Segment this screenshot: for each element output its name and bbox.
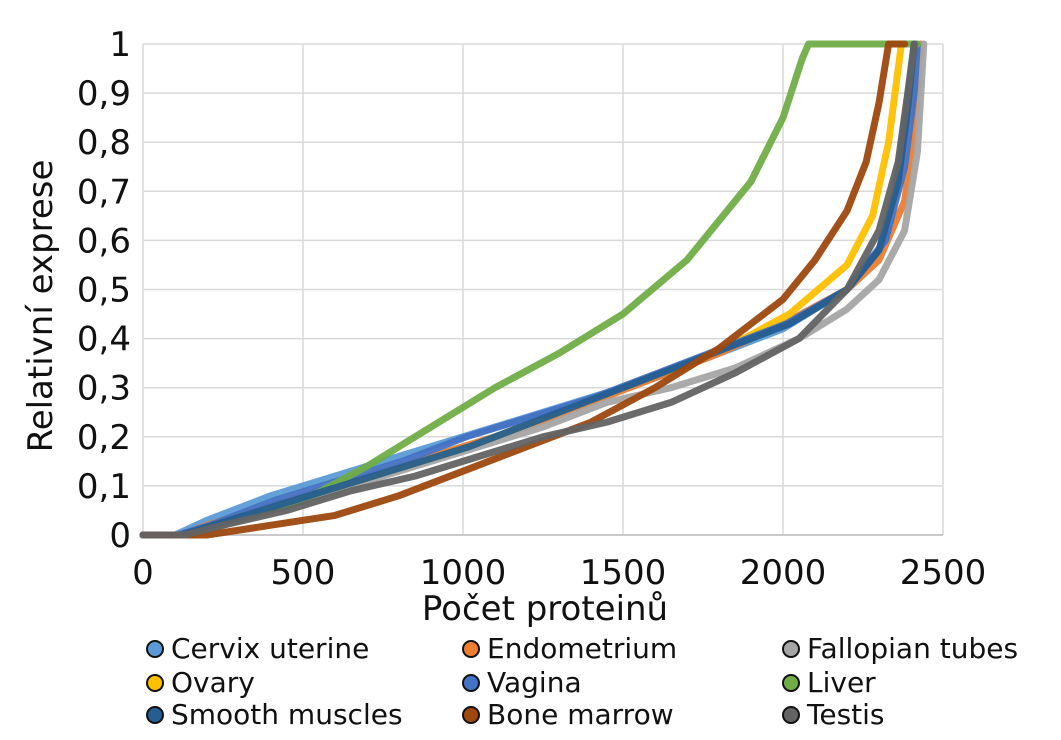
- y-tick-label: 0,1: [77, 467, 131, 507]
- y-tick-labels: 0 0,1 0,2 0,3 0,4 0,5 0,6 0,7 0,8 0,9 1: [77, 25, 131, 556]
- legend-marker-vagina: [462, 674, 480, 692]
- legend-label-fallopian-tubes: Fallopian tubes: [807, 632, 1018, 665]
- legend-label-endometrium: Endometrium: [487, 632, 677, 665]
- legend-marker-fallopian-tubes: [782, 640, 800, 658]
- y-tick-label: 0,5: [77, 271, 131, 311]
- y-tick-label: 0,9: [77, 74, 131, 114]
- legend: Cervix uterine Endometrium Fallopian tubes…: [146, 632, 1018, 731]
- x-tick-label: 2000: [740, 553, 827, 593]
- x-tick-labels: 0 500 1000 1500 2000 2500: [132, 553, 986, 593]
- legend-label-liver: Liver: [807, 666, 876, 699]
- x-tick-label: 2500: [900, 553, 987, 593]
- y-tick-label: 0,8: [77, 123, 131, 163]
- series-line-testis: [139, 40, 918, 539]
- legend-label-cervix-uterine: Cervix uterine: [171, 632, 369, 665]
- x-tick-label: 0: [132, 553, 154, 593]
- y-tick-label: 0,7: [77, 172, 131, 212]
- y-axis-title: Relativní exprese: [21, 160, 61, 453]
- y-tick-label: 0,4: [77, 320, 131, 360]
- legend-label-bone-marrow: Bone marrow: [487, 698, 674, 731]
- legend-label-ovary: Ovary: [171, 666, 255, 699]
- x-tick-label: 1000: [420, 553, 507, 593]
- y-tick-label: 0: [109, 516, 131, 556]
- legend-marker-endometrium: [462, 640, 480, 658]
- legend-label-vagina: Vagina: [487, 666, 582, 699]
- legend-marker-smooth-muscles: [146, 706, 164, 724]
- x-tick-label: 500: [271, 553, 336, 593]
- x-axis-title: Počet proteinů: [422, 589, 668, 629]
- legend-label-smooth-muscles: Smooth muscles: [171, 698, 403, 731]
- legend-marker-bone-marrow: [462, 706, 480, 724]
- legend-marker-liver: [782, 674, 800, 692]
- y-tick-label: 0,6: [77, 221, 131, 261]
- y-tick-label: 0,2: [77, 418, 131, 458]
- legend-marker-cervix-uterine: [146, 640, 164, 658]
- legend-marker-testis: [782, 706, 800, 724]
- series-group: [139, 40, 928, 539]
- legend-label-testis: Testis: [806, 698, 885, 731]
- series-line-smooth-muscles: [139, 40, 918, 539]
- y-tick-label: 0,3: [77, 369, 131, 409]
- legend-marker-ovary: [146, 674, 164, 692]
- series-line-bone-marrow: [139, 40, 909, 539]
- x-tick-label: 1500: [580, 553, 667, 593]
- y-tick-label: 1: [109, 25, 131, 65]
